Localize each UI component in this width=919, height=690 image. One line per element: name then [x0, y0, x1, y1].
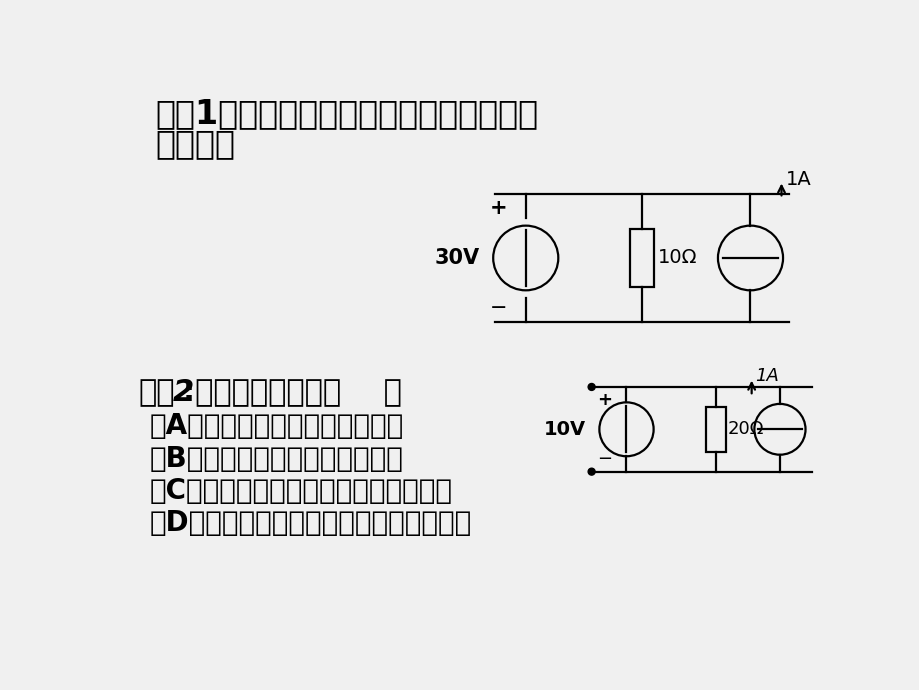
Text: 例题1：判断电压源和电流源是吸收还是发: 例题1：判断电压源和电流源是吸收还是发 [155, 97, 538, 130]
Text: （B）只有理想电流源发出功率；: （B）只有理想电流源发出功率； [150, 444, 403, 473]
Text: 1A: 1A [786, 170, 811, 188]
Text: −: − [489, 297, 506, 317]
Text: :在图示电路中，（    ）: :在图示电路中，（ ） [183, 377, 402, 406]
Text: 2: 2 [172, 377, 193, 406]
Text: 例题: 例题 [138, 377, 175, 406]
Text: −: − [596, 450, 612, 468]
Bar [629, 229, 653, 287]
Text: +: + [596, 391, 612, 408]
Text: （A）只有理想电压源发出功率；: （A）只有理想电压源发出功率； [150, 413, 403, 440]
Text: 1A: 1A [754, 367, 777, 385]
Text: （D）电阻、电压源和电流源均吸收功率。: （D）电阻、电压源和电流源均吸收功率。 [150, 509, 471, 538]
Bar [705, 407, 725, 452]
Text: 20Ω: 20Ω [727, 420, 764, 438]
Text: 出功率。: 出功率。 [155, 128, 235, 161]
Text: 10V: 10V [543, 420, 585, 439]
Circle shape [587, 469, 595, 475]
Text: （C）理想电流源和电压源均发出功率；: （C）理想电流源和电压源均发出功率； [150, 477, 452, 505]
Text: +: + [489, 198, 507, 218]
Circle shape [587, 384, 595, 391]
Text: 10Ω: 10Ω [657, 248, 697, 268]
Text: 30V: 30V [434, 248, 479, 268]
